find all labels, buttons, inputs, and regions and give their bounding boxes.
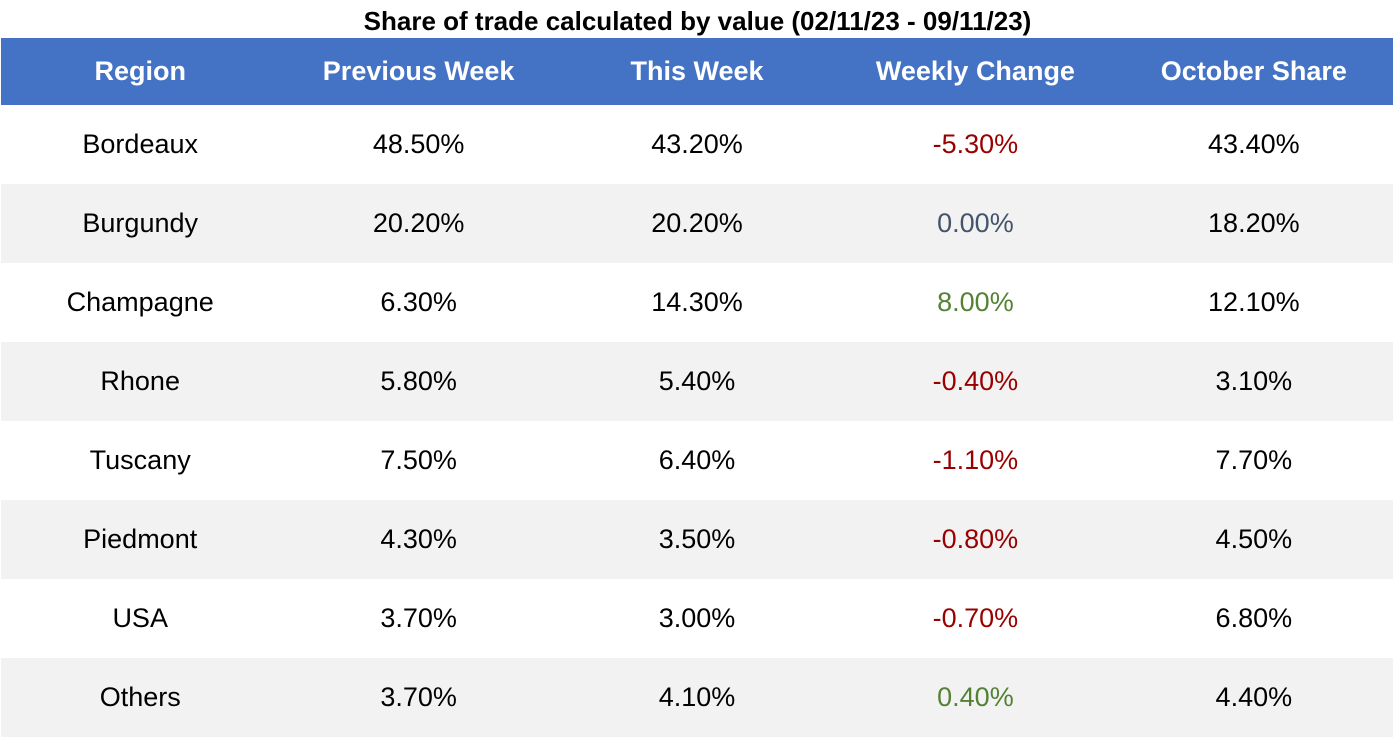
cell-region: USA — [112, 603, 168, 633]
cell-weekly-change: -0.80% — [932, 524, 1019, 554]
column-header-region: Region — [94, 56, 186, 86]
cell-previous-week: 48.50% — [372, 129, 465, 159]
column-header-october-share: October Share — [1160, 56, 1347, 86]
cell-october-share: 4.50% — [1215, 524, 1293, 554]
trade-share-table: Region Previous Week This Week Weekly Ch… — [1, 38, 1393, 737]
table-title: Share of trade calculated by value (02/1… — [363, 6, 1032, 36]
cell-region: Bordeaux — [82, 129, 198, 159]
cell-this-week: 4.10% — [658, 682, 736, 712]
table-row: Piedmont 4.30% 3.50% -0.80% 4.50% — [1, 500, 1393, 579]
table-row: Others 3.70% 4.10% 0.40% 4.40% — [1, 658, 1393, 737]
cell-this-week: 20.20% — [651, 208, 743, 238]
cell-previous-week: 6.30% — [380, 287, 457, 317]
cell-region: Burgundy — [82, 208, 198, 238]
cell-this-week: 5.40% — [658, 366, 736, 396]
cell-october-share: 4.40% — [1215, 682, 1293, 712]
cell-october-share: 3.10% — [1215, 366, 1293, 396]
cell-weekly-change: 8.00% — [937, 287, 1014, 317]
cell-weekly-change: 0.40% — [937, 682, 1014, 712]
cell-weekly-change: -5.30% — [932, 129, 1019, 159]
cell-region: Rhone — [100, 366, 180, 396]
table-body: Bordeaux 48.50% 43.20% -5.30% 43.40% Burgundy… — [1, 105, 1393, 737]
table-row: Champagne 6.30% 14.30% 8.00% 12.10% — [1, 263, 1393, 342]
cell-weekly-change: -1.10% — [932, 445, 1019, 475]
cell-region: Champagne — [66, 287, 214, 317]
cell-this-week: 6.40% — [658, 445, 736, 475]
table-row: Rhone 5.80% 5.40% -0.40% 3.10% — [1, 342, 1393, 421]
cell-region: Tuscany — [89, 445, 191, 475]
column-header-weekly-change: Weekly Change — [875, 56, 1075, 86]
column-header-previous-week: Previous Week — [322, 56, 515, 86]
cell-this-week: 43.20% — [651, 129, 743, 159]
table-row: USA 3.70% 3.00% -0.70% 6.80% — [1, 579, 1393, 658]
cell-previous-week: 3.70% — [380, 603, 457, 633]
cell-october-share: 6.80% — [1215, 603, 1293, 633]
cell-october-share: 43.40% — [1208, 129, 1300, 159]
table-row: Burgundy 20.20% 20.20% 0.00% 18.20% — [1, 184, 1393, 263]
cell-region: Others — [99, 682, 181, 712]
cell-this-week: 3.00% — [658, 603, 736, 633]
table-row: Bordeaux 48.50% 43.20% -5.30% 43.40% — [1, 105, 1393, 184]
table-row: Tuscany 7.50% 6.40% -1.10% 7.70% — [1, 421, 1393, 500]
cell-weekly-change: -0.70% — [932, 603, 1019, 633]
cell-this-week: 14.30% — [651, 287, 743, 317]
cell-previous-week: 7.50% — [380, 445, 457, 475]
cell-october-share: 12.10% — [1208, 287, 1300, 317]
cell-region: Piedmont — [83, 524, 198, 554]
table-header-row: Region Previous Week This Week Weekly Ch… — [1, 38, 1393, 105]
cell-previous-week: 3.70% — [380, 682, 457, 712]
cell-october-share: 7.70% — [1215, 445, 1293, 475]
cell-previous-week: 5.80% — [380, 366, 457, 396]
cell-this-week: 3.50% — [658, 524, 736, 554]
cell-previous-week: 4.30% — [380, 524, 457, 554]
cell-weekly-change: -0.40% — [932, 366, 1019, 396]
cell-previous-week: 20.20% — [372, 208, 465, 238]
column-header-this-week: This Week — [630, 56, 764, 86]
cell-weekly-change: 0.00% — [937, 208, 1014, 238]
cell-october-share: 18.20% — [1208, 208, 1300, 238]
